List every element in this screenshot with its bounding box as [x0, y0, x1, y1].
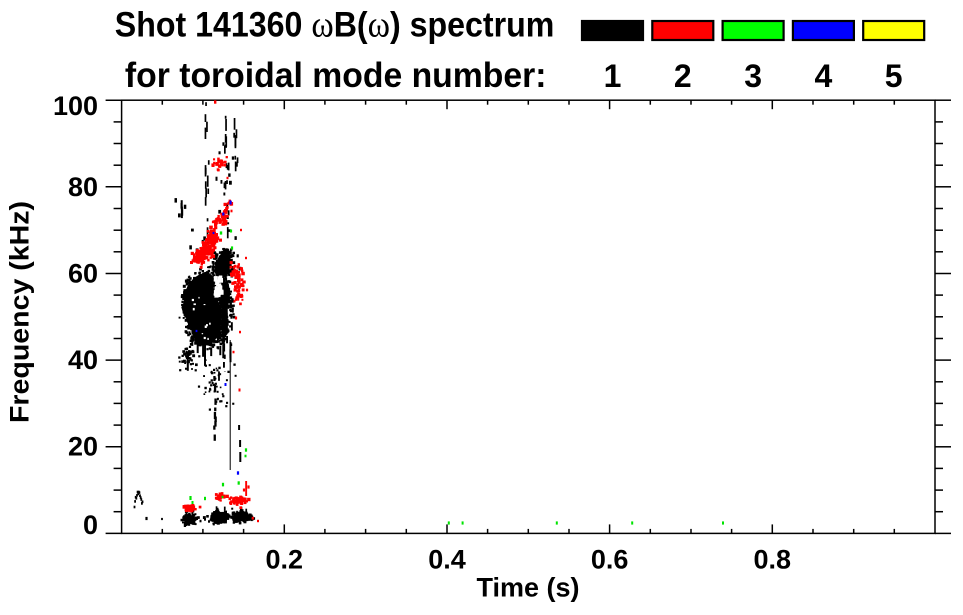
svg-text:3: 3	[744, 58, 762, 94]
svg-text:0.8: 0.8	[754, 545, 792, 575]
svg-text:4: 4	[815, 58, 833, 94]
svg-text:100: 100	[53, 91, 98, 121]
svg-text:for toroidal mode number:: for toroidal mode number:	[125, 56, 547, 95]
svg-text:2: 2	[674, 58, 692, 94]
svg-text:0.2: 0.2	[266, 545, 304, 575]
svg-text:0.6: 0.6	[591, 545, 629, 575]
svg-text:5: 5	[885, 58, 903, 94]
svg-text:Time (s): Time (s)	[476, 573, 579, 603]
svg-text:1: 1	[604, 58, 622, 94]
svg-text:0: 0	[83, 510, 98, 540]
svg-text:20: 20	[68, 432, 98, 462]
svg-text:40: 40	[68, 345, 98, 375]
svg-text:80: 80	[68, 172, 98, 202]
svg-text:60: 60	[68, 258, 98, 288]
svg-text:Frequency (kHz): Frequency (kHz)	[5, 201, 35, 423]
svg-text:0.4: 0.4	[428, 545, 466, 575]
svg-text:Shot 141360 ωB(ω) spectrum: Shot 141360 ωB(ω) spectrum	[115, 5, 555, 46]
